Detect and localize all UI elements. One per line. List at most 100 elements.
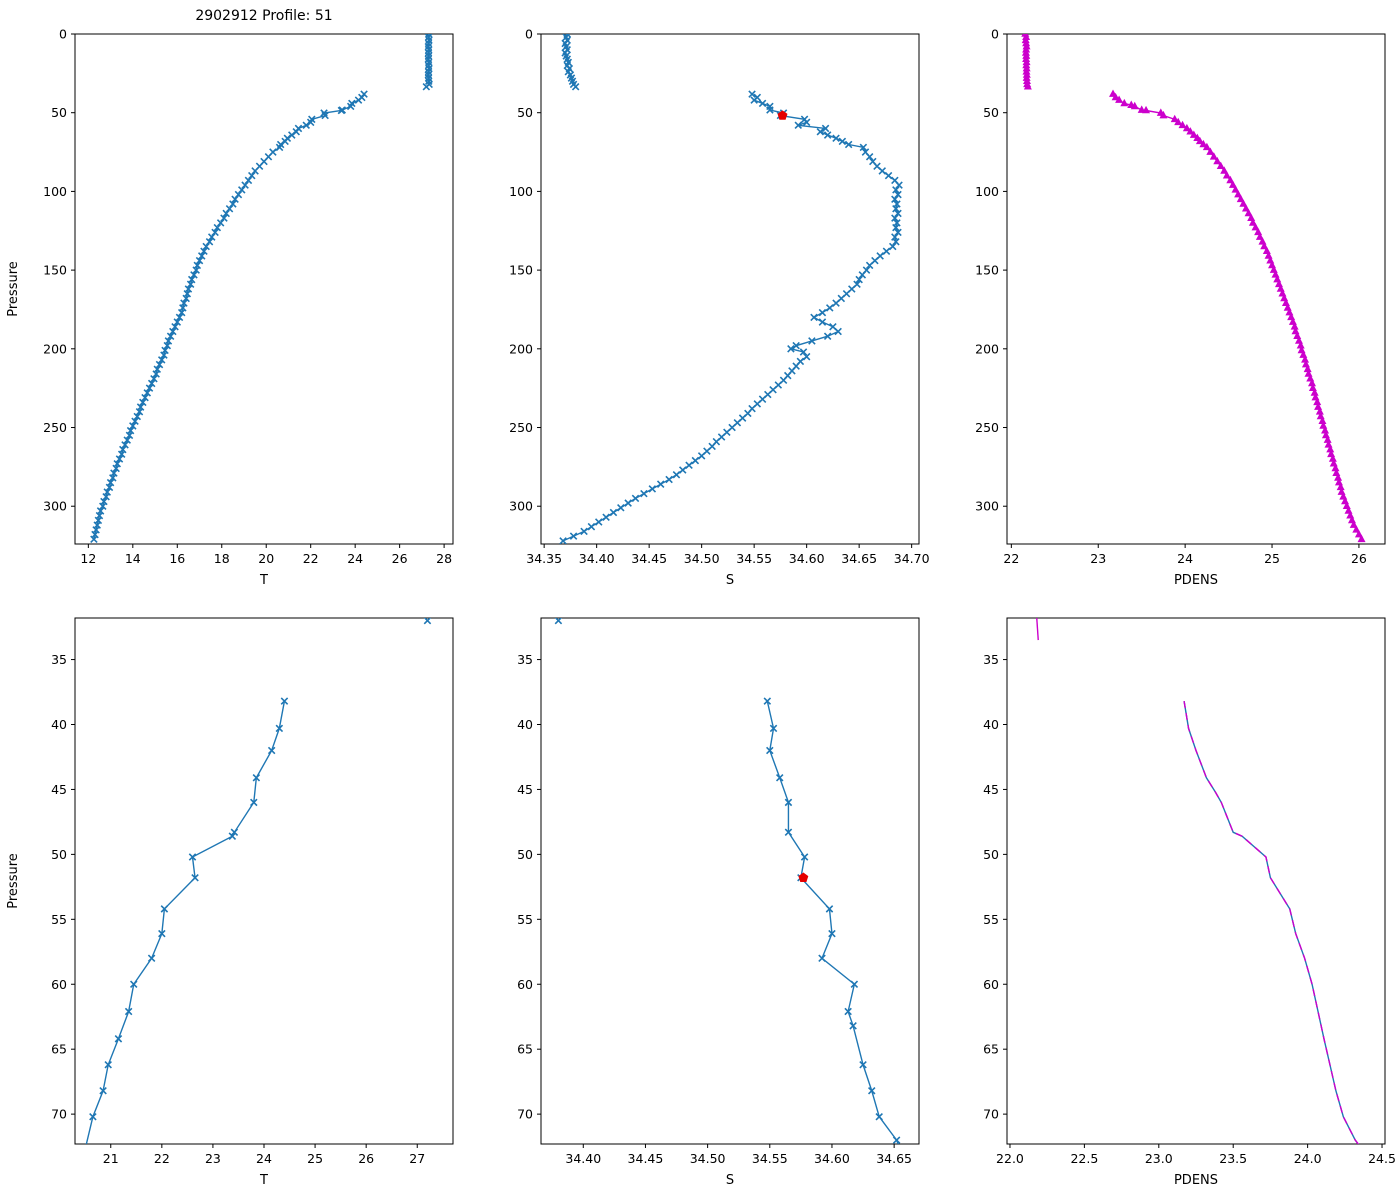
x-marker [229, 200, 237, 208]
triangle-marker [1216, 161, 1225, 170]
x-marker [267, 746, 276, 755]
triangle-marker [1310, 388, 1319, 396]
triangle-marker [1115, 95, 1124, 103]
x-tick-label: 12 [80, 551, 96, 566]
x-marker [114, 1035, 123, 1043]
x-marker [175, 313, 184, 322]
triangle-marker [1331, 463, 1340, 472]
y-tick-label: 150 [43, 263, 67, 278]
triangle-marker [1296, 341, 1305, 349]
triangle-marker [1186, 127, 1195, 135]
x-marker [288, 131, 296, 139]
x-marker [559, 537, 567, 544]
series-line [562, 93, 900, 542]
x-tick-label: 20 [258, 551, 274, 566]
x-axis-label: T [259, 573, 268, 588]
triangle-marker [1251, 223, 1260, 231]
x-tick-label: 26 [358, 1151, 374, 1166]
x-marker [828, 929, 836, 938]
x-marker [216, 219, 225, 227]
x-marker [125, 431, 134, 440]
y-tick-label: 35 [983, 652, 999, 667]
x-marker [145, 384, 154, 392]
plot-temperature-zoom: 21 22 23 24 25 26 27 35 40 45 50 55 60 65 70 T Pressure [6, 617, 454, 1188]
x-marker [202, 242, 210, 251]
x-marker [580, 527, 588, 536]
y-tick-label: 200 [509, 341, 533, 356]
x-marker [104, 1061, 112, 1069]
x-tick-label: 23.5 [1219, 1151, 1247, 1166]
x-tick-label: 23 [1090, 551, 1106, 566]
x-tick-label: 34.55 [752, 1151, 788, 1166]
x-marker [894, 228, 902, 237]
x-marker [205, 238, 214, 246]
plot-area [554, 618, 901, 1144]
x-marker [423, 618, 432, 625]
triangle-marker [1209, 152, 1218, 160]
x-marker [891, 195, 899, 204]
x-marker [109, 474, 117, 482]
pentagon-marker [777, 110, 788, 120]
x-marker [244, 176, 253, 185]
x-marker [213, 223, 222, 232]
triangle-marker [1226, 175, 1235, 184]
x-marker [602, 513, 610, 522]
plot-pdens-full: 22 23 24 25 26 0 50 100 150 200 250 300 PDENS [975, 27, 1386, 588]
x-tick-label: 24.0 [1294, 1151, 1322, 1166]
x-axis-label: PDENS [1174, 1173, 1218, 1188]
x-marker [321, 111, 329, 120]
triangle-marker [1222, 171, 1231, 179]
x-marker [346, 102, 355, 111]
x-marker [220, 214, 228, 222]
x-tick-label: 34.40 [579, 551, 615, 566]
y-tick-label: 45 [983, 782, 999, 797]
x-marker [769, 724, 778, 733]
x-tick-label: 34.50 [684, 551, 720, 566]
x-marker [186, 280, 195, 289]
x-marker [894, 209, 902, 218]
x-axis-label: S [726, 573, 734, 588]
x-marker [821, 124, 830, 133]
x-marker [248, 171, 256, 180]
x-marker [624, 499, 632, 507]
x-tick-label: 22.0 [996, 1151, 1024, 1166]
triangle-marker [1022, 73, 1031, 81]
x-marker [275, 143, 284, 152]
x-marker [758, 99, 767, 108]
y-tick-label: 65 [51, 1042, 67, 1057]
y-tick-label: 70 [517, 1107, 533, 1122]
x-marker [892, 186, 900, 194]
triangle-marker [1159, 110, 1168, 119]
x-marker [306, 118, 315, 127]
y-tick-label: 250 [509, 420, 533, 435]
x-marker [685, 461, 693, 470]
triangle-marker [1248, 218, 1257, 226]
triangle-marker [1234, 189, 1243, 198]
triangle-marker [1182, 123, 1191, 132]
x-marker [766, 746, 774, 755]
x-marker [337, 106, 346, 115]
y-tick-label: 60 [517, 977, 533, 992]
axes-frame [1006, 617, 1386, 1145]
triangle-marker [1206, 147, 1215, 155]
x-marker [631, 494, 640, 503]
y-tick-label: 0 [59, 27, 67, 42]
x-tick-label: 24.5 [1368, 1151, 1396, 1166]
triangle-marker [1022, 67, 1031, 75]
x-marker [139, 398, 147, 407]
x-marker [280, 697, 289, 705]
triangle-marker [1255, 232, 1264, 240]
x-marker [571, 82, 580, 91]
x-marker [143, 389, 152, 397]
y-tick-label: 65 [983, 1042, 999, 1057]
y-tick-label: 200 [43, 341, 67, 356]
x-marker [166, 332, 175, 340]
y-tick-label: 35 [517, 652, 533, 667]
triangle-marker [1328, 454, 1337, 462]
x-marker [169, 327, 177, 336]
series-line [1112, 93, 1363, 540]
triangle-marker [1244, 208, 1253, 217]
x-marker [99, 1086, 107, 1095]
triangle-marker [1303, 364, 1312, 373]
x-marker [648, 485, 657, 493]
